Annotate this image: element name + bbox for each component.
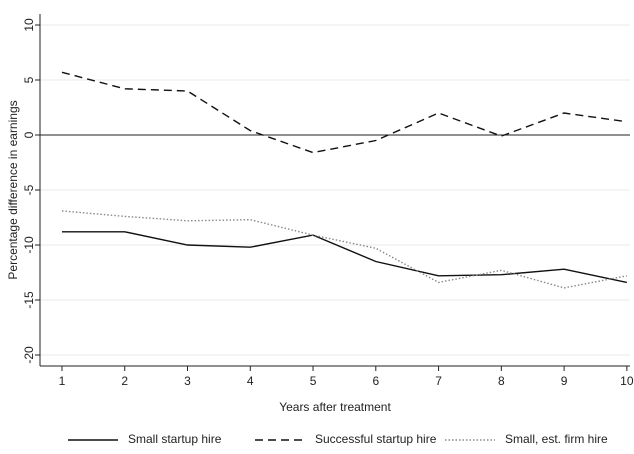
x-tick-label: 5 (310, 374, 317, 388)
y-axis-title: Percentage difference in earnings (6, 100, 20, 279)
y-tick-label: 10 (22, 18, 36, 32)
y-tick-label: 5 (22, 76, 36, 83)
y-tick-label: -10 (22, 236, 36, 254)
x-tick-label: 10 (620, 374, 634, 388)
legend-label: Small, est. firm hire (505, 432, 608, 446)
y-tick-label: -20 (22, 346, 36, 364)
y-tick-label: -5 (22, 184, 36, 195)
x-tick-label: 2 (121, 374, 128, 388)
x-tick-label: 3 (184, 374, 191, 388)
y-tick-label: 0 (22, 131, 36, 138)
legend-label: Successful startup hire (315, 432, 437, 446)
x-tick-label: 9 (561, 374, 568, 388)
x-axis-title: Years after treatment (279, 400, 391, 414)
y-tick-label: -15 (22, 291, 36, 309)
x-tick-label: 8 (498, 374, 505, 388)
x-tick-label: 7 (435, 374, 442, 388)
x-tick-label: 4 (247, 374, 254, 388)
x-tick-label: 1 (59, 374, 66, 388)
series-line (61, 71, 627, 154)
x-tick-label: 6 (372, 374, 379, 388)
series-line (61, 210, 627, 289)
series-line (61, 231, 628, 284)
legend-label: Small startup hire (128, 432, 222, 446)
